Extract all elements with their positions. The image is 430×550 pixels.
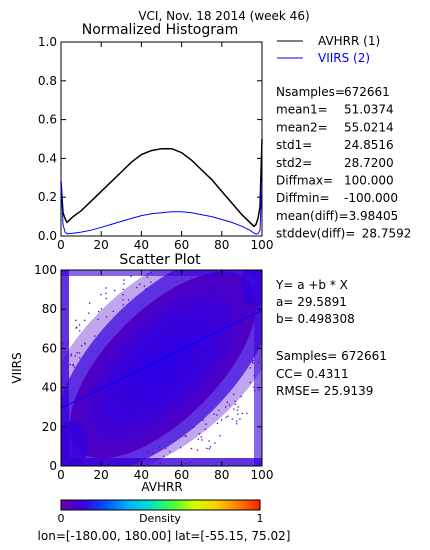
- scatter-y-tick-label: 100: [34, 263, 57, 277]
- stat-label: Diffmin=: [276, 191, 330, 205]
- stat-value: 55.0214: [344, 120, 394, 134]
- lon-lat-range: lon=[-180.00, 180.00] lat=[-55.15, 75.02…: [38, 529, 291, 543]
- histogram-x-ticks: 0 20 40 60 80 100: [57, 42, 273, 252]
- stat-label: Diffmax=: [276, 174, 333, 188]
- stat-label: stddev(diff)=: [276, 227, 355, 241]
- density-colorbar: 0 Density 1: [58, 499, 264, 525]
- scatter-x-tick-label: 100: [251, 468, 274, 482]
- scatter-y-tick-label: 0: [49, 459, 57, 473]
- histogram-series-avhrr: [60, 138, 263, 228]
- scatter-chart: Scatter Plot 0 20 40 60 80 100 0 20 40 60 80 100 A…: [10, 252, 273, 494]
- scatter-y-tick-label: 20: [42, 420, 57, 434]
- scatter-y-tick-label: 80: [42, 302, 57, 316]
- histogram-series-viirs: [60, 181, 263, 235]
- stat-value: 28.7200: [344, 156, 394, 170]
- scatter-x-label: AVHRR: [141, 480, 182, 494]
- histogram-y-tick-label: 0.0: [38, 229, 57, 243]
- regression-b: b= 0.498308: [276, 312, 355, 326]
- histogram-x-tick-label: 60: [174, 238, 189, 252]
- stat-label: mean(diff)=: [276, 209, 349, 223]
- regression-stats: Y= a +b * X a= 29.5891 b= 0.498308 Sampl…: [275, 278, 387, 398]
- regression-equation: Y= a +b * X: [275, 278, 348, 292]
- scatter-x-tick-label: 60: [174, 468, 189, 482]
- stat-label: mean2=: [276, 120, 328, 134]
- scatter-x-tick-label: 0: [57, 468, 65, 482]
- stat-value: -100.000: [344, 191, 398, 205]
- histogram-y-ticks: 0.0 0.2 0.4 0.6 0.8 1.0: [38, 35, 262, 243]
- scatter-frame: [60, 269, 263, 467]
- stat-value: 24.8516: [344, 138, 394, 152]
- stat-value: 100.000: [344, 174, 394, 188]
- stat-value: 51.0374: [344, 103, 394, 117]
- scatter-y-ticks: 0 20 40 60 80 100: [34, 263, 262, 473]
- legend-label-viirs: VIIRS (2): [318, 51, 370, 65]
- legend-label-avhrr: AVHRR (1): [318, 34, 380, 48]
- scatter-y-tick-label: 60: [42, 341, 57, 355]
- stat-label: std2=: [276, 156, 312, 170]
- histogram-x-tick-label: 20: [94, 238, 109, 252]
- stat-label: mean1=: [276, 103, 328, 117]
- colorbar-max-label: 1: [257, 512, 264, 525]
- scatter-x-tick-label: 40: [134, 468, 149, 482]
- colorbar-min-label: 0: [58, 512, 65, 525]
- regression-cc: CC= 0.4311: [276, 367, 349, 381]
- page-title: VCI, Nov. 18 2014 (week 46): [138, 9, 309, 23]
- histogram-title: Normalized Histogram: [82, 22, 238, 38]
- stat-value: 672661: [344, 85, 390, 99]
- colorbar-gradient: [60, 499, 261, 511]
- scatter-y-tick-label: 40: [42, 381, 57, 395]
- histogram-x-tick-label: 80: [214, 238, 229, 252]
- histogram-y-tick-label: 0.8: [38, 74, 57, 88]
- scatter-x-ticks: 0 20 40 60 80 100: [57, 270, 273, 482]
- histogram-y-tick-label: 0.4: [38, 151, 57, 165]
- regression-rmse: RMSE= 25.9139: [276, 384, 373, 398]
- scatter-title: Scatter Plot: [119, 252, 201, 268]
- histogram-x-tick-label: 0: [57, 238, 65, 252]
- histogram-chart: Normalized Histogram 0.00.20.40.60.81.0 …: [38, 22, 274, 252]
- stat-value: 28.7592: [362, 227, 412, 241]
- histogram-legend: AVHRR (1) VIIRS (2): [277, 34, 380, 65]
- histogram-stats: Nsamples= 672661 mean1= 51.0374 mean2= 55.021…: [276, 85, 411, 241]
- histogram-y-tick-label: 1.0: [38, 35, 57, 49]
- scatter-x-tick-label: 20: [94, 468, 109, 482]
- histogram-y-tick-label: 0.6: [38, 113, 57, 127]
- regression-samples: Samples= 672661: [276, 349, 387, 363]
- scatter-x-tick-label: 80: [214, 468, 229, 482]
- histogram-series: [60, 138, 263, 235]
- stat-value: 3.98405: [349, 209, 399, 223]
- colorbar-title: Density: [139, 512, 181, 525]
- scatter-density-cloud: [61, 270, 262, 466]
- regression-a: a= 29.5891: [276, 295, 347, 309]
- scatter-y-label: VIIRS: [10, 352, 24, 383]
- histogram-x-tick-label: 100: [251, 238, 274, 252]
- regression-fit-line: [61, 309, 262, 409]
- stat-label: Nsamples=: [276, 85, 345, 99]
- histogram-y-tick-label: 0.2: [38, 190, 57, 204]
- stat-label: std1=: [276, 138, 312, 152]
- histogram-frame: [60, 41, 263, 237]
- histogram-x-tick-label: 40: [134, 238, 149, 252]
